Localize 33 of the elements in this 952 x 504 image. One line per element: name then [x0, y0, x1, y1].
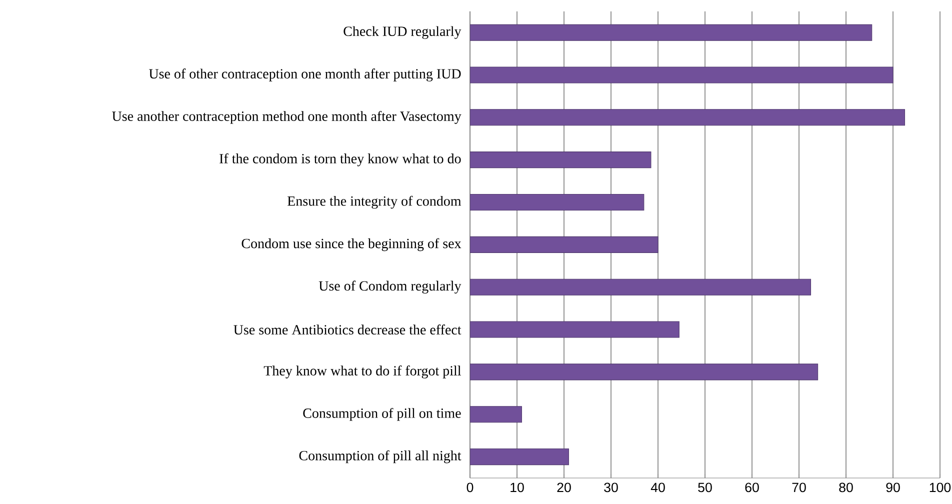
bar [470, 152, 652, 168]
x-tick-label: 60 [745, 482, 759, 492]
x-tick-label: 70 [792, 482, 806, 492]
y-tick-label: If the condom is torn they know what to do [220, 153, 461, 166]
x-tick-label: 0 [466, 482, 474, 492]
bar [470, 194, 644, 211]
x-tick-label: 80 [839, 482, 853, 492]
y-tick-label: Use some Antibiotics decrease the effect [234, 324, 462, 335]
x-tick-label: 50 [698, 482, 712, 492]
x-tick-label: 40 [650, 482, 665, 492]
bar [470, 24, 872, 41]
x-tick-label: 10 [510, 482, 524, 492]
y-tick-label: Ensure the integrity of condom [288, 196, 462, 209]
y-tick-label: Check IUD regularly [344, 26, 462, 39]
bar [470, 66, 894, 84]
y-tick-label: Consumption of pill all night [299, 450, 462, 464]
y-tick-label: They know what to do if forgot pill [264, 366, 461, 378]
bar [470, 278, 812, 296]
x-tick-label: 90 [886, 482, 900, 492]
bar [470, 109, 906, 126]
x-tick-label: 100 [930, 482, 951, 492]
x-tick-label: 30 [604, 482, 618, 492]
bar [470, 236, 658, 253]
y-tick-label: Consumption of pill on time [303, 408, 461, 421]
y-tick-label: Use of other contraception one month after putting IUD [149, 68, 461, 82]
bar [470, 406, 522, 423]
x-tick-label: 20 [557, 482, 571, 492]
bar [470, 321, 680, 338]
bar [470, 448, 569, 466]
y-tick-label: Condom use since the beginning of sex [242, 238, 462, 252]
bar [470, 364, 818, 380]
y-tick-label: Use another contraception method one month after Vasectomy [112, 110, 462, 124]
y-tick-label: Use of Condom regularly [318, 280, 462, 294]
